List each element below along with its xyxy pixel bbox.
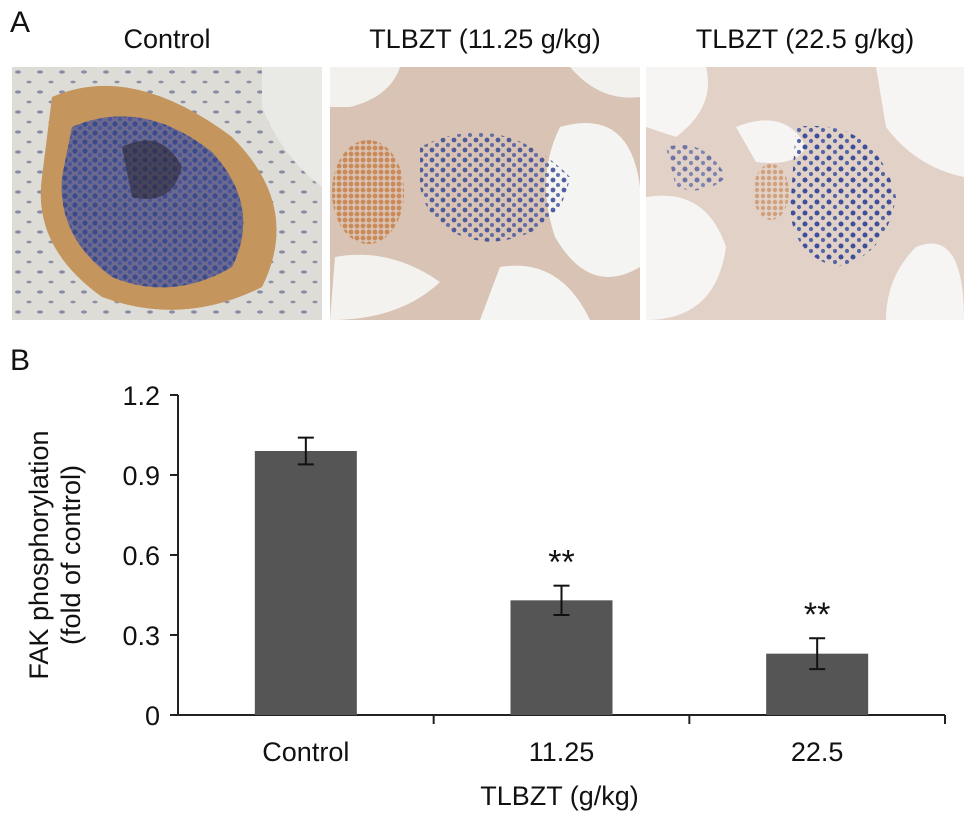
y-axis-title-line1: FAK phosphorylation — [24, 430, 54, 679]
panel-b-letter: B — [10, 344, 31, 377]
x-category-label: 11.25 — [529, 737, 595, 767]
y-tick-label: 0 — [145, 701, 160, 731]
y-tick-label: 0.6 — [122, 541, 160, 571]
x-category-label: Control — [262, 737, 349, 767]
image-title-low-dose: TLBZT (11.25 g/kg) — [369, 24, 601, 54]
bar-chart: 0 0.3 0.6 0.9 1.2 Control ** 11.25 ** 22.5 TLBZT (… — [24, 381, 946, 811]
y-tick-label: 0.3 — [122, 621, 160, 651]
micrograph-control — [12, 67, 322, 320]
micrograph-high-dose — [646, 67, 964, 320]
bar — [254, 451, 357, 715]
x-category-label: 22.5 — [791, 737, 844, 767]
panel-a-letter: A — [10, 6, 31, 39]
micrograph-low-dose — [330, 67, 640, 320]
significance-marker: ** — [804, 596, 830, 634]
image-title-control: Control — [123, 24, 211, 54]
x-axis-title: TLBZT (g/kg) — [480, 781, 639, 811]
image-title-high-dose: TLBZT (22.5 g/kg) — [695, 24, 915, 54]
y-axis-title-line2: (fold of control) — [56, 465, 86, 645]
bar — [510, 600, 613, 715]
y-tick-label: 1.2 — [122, 381, 160, 411]
y-tick-label: 0.9 — [122, 461, 160, 491]
significance-marker: ** — [548, 544, 574, 582]
